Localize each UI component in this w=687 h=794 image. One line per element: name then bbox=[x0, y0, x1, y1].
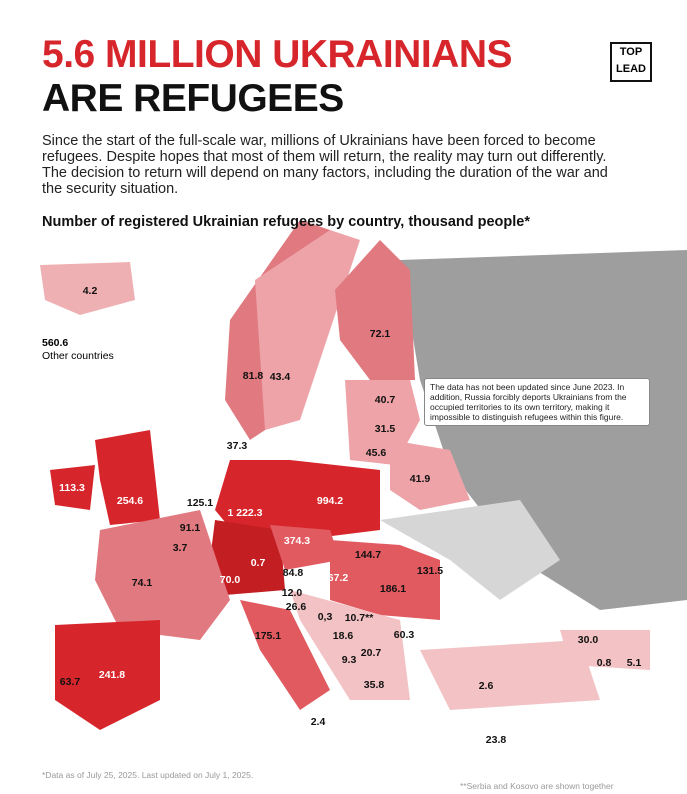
other-value: 560.6 bbox=[42, 337, 69, 349]
other-label: Other countries bbox=[42, 350, 114, 362]
country-label: 186.1 bbox=[380, 583, 406, 595]
footer-right: **Serbia and Kosovo are shown together bbox=[460, 781, 614, 791]
intro: Since the start of the full-scale war, m… bbox=[42, 133, 608, 197]
country-label: 43.4 bbox=[270, 371, 291, 383]
logo-bottom: LEAD bbox=[616, 63, 646, 75]
country-label: 18.6 bbox=[333, 630, 354, 642]
country-label: 113.3 bbox=[59, 482, 85, 494]
country-label: 254.6 bbox=[117, 495, 143, 507]
country-label: 3.7 bbox=[173, 542, 188, 554]
country-label: 9.3 bbox=[342, 654, 357, 666]
country-label: 374.3 bbox=[284, 535, 310, 547]
country-label: 175.1 bbox=[255, 630, 281, 642]
country-label: 1 222.3 bbox=[227, 507, 262, 519]
country-label: 72.1 bbox=[370, 328, 391, 340]
title-line1: 5.6 MILLION UKRAINIANS bbox=[42, 33, 513, 76]
country-label: 81.8 bbox=[243, 370, 264, 382]
country-label: 241.8 bbox=[99, 669, 125, 681]
country-label: 70.0 bbox=[220, 574, 241, 586]
note: The data has not been updated since June… bbox=[424, 378, 650, 426]
country-label: 23.8 bbox=[486, 734, 507, 746]
country-label: 131.5 bbox=[417, 565, 443, 577]
map-title: Number of registered Ukrainian refugees … bbox=[42, 214, 530, 230]
logo: TOP LEAD bbox=[610, 42, 652, 82]
footer-left: *Data as of July 25, 2025. Last updated … bbox=[42, 770, 254, 780]
title-line2: ARE REFUGEES bbox=[42, 77, 344, 120]
country-label: 74.1 bbox=[132, 577, 153, 589]
country-label: 10.7** bbox=[345, 612, 375, 624]
country-label: 4.2 bbox=[83, 285, 98, 297]
country-label: 5.1 bbox=[627, 657, 642, 669]
country-label: 30.0 bbox=[578, 634, 599, 646]
logo-top: TOP bbox=[619, 46, 643, 58]
country-label: 35.8 bbox=[364, 679, 385, 691]
country-label: 40.7 bbox=[375, 394, 396, 406]
country-label: 45.6 bbox=[366, 447, 387, 459]
country-label: 60.3 bbox=[394, 629, 415, 641]
country-label: 41.9 bbox=[410, 473, 431, 485]
country-label: 0.7 bbox=[251, 557, 266, 569]
country-label: 26.6 bbox=[286, 601, 307, 613]
country-label: 37.3 bbox=[227, 440, 248, 452]
country-label: 2.6 bbox=[479, 680, 494, 692]
country-label: 0,3 bbox=[318, 611, 333, 623]
country-label: 125.1 bbox=[187, 497, 213, 509]
country-label: 0.8 bbox=[597, 657, 612, 669]
country-label: 12.0 bbox=[282, 587, 303, 599]
country-label: 84.8 bbox=[283, 567, 304, 579]
country-label: 63.7 bbox=[60, 676, 81, 688]
map-shapes bbox=[40, 220, 687, 730]
country-label: 20.7 bbox=[361, 647, 382, 659]
country-label: 2.4 bbox=[311, 716, 326, 728]
country-label: 31.5 bbox=[375, 423, 396, 435]
country-label: 91.1 bbox=[180, 522, 201, 534]
country-label: 67.2 bbox=[328, 572, 349, 584]
country-label: 994.2 bbox=[317, 495, 343, 507]
country-label: 144.7 bbox=[355, 549, 381, 561]
